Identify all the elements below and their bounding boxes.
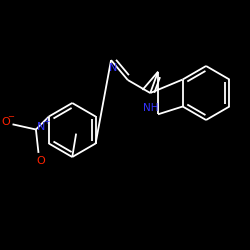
Text: +: + [44, 117, 50, 126]
Text: NH: NH [143, 103, 159, 113]
Text: N: N [37, 122, 45, 132]
Text: N: N [109, 63, 117, 73]
Text: O: O [1, 117, 10, 127]
Text: −: − [7, 112, 14, 121]
Text: O: O [36, 156, 45, 166]
